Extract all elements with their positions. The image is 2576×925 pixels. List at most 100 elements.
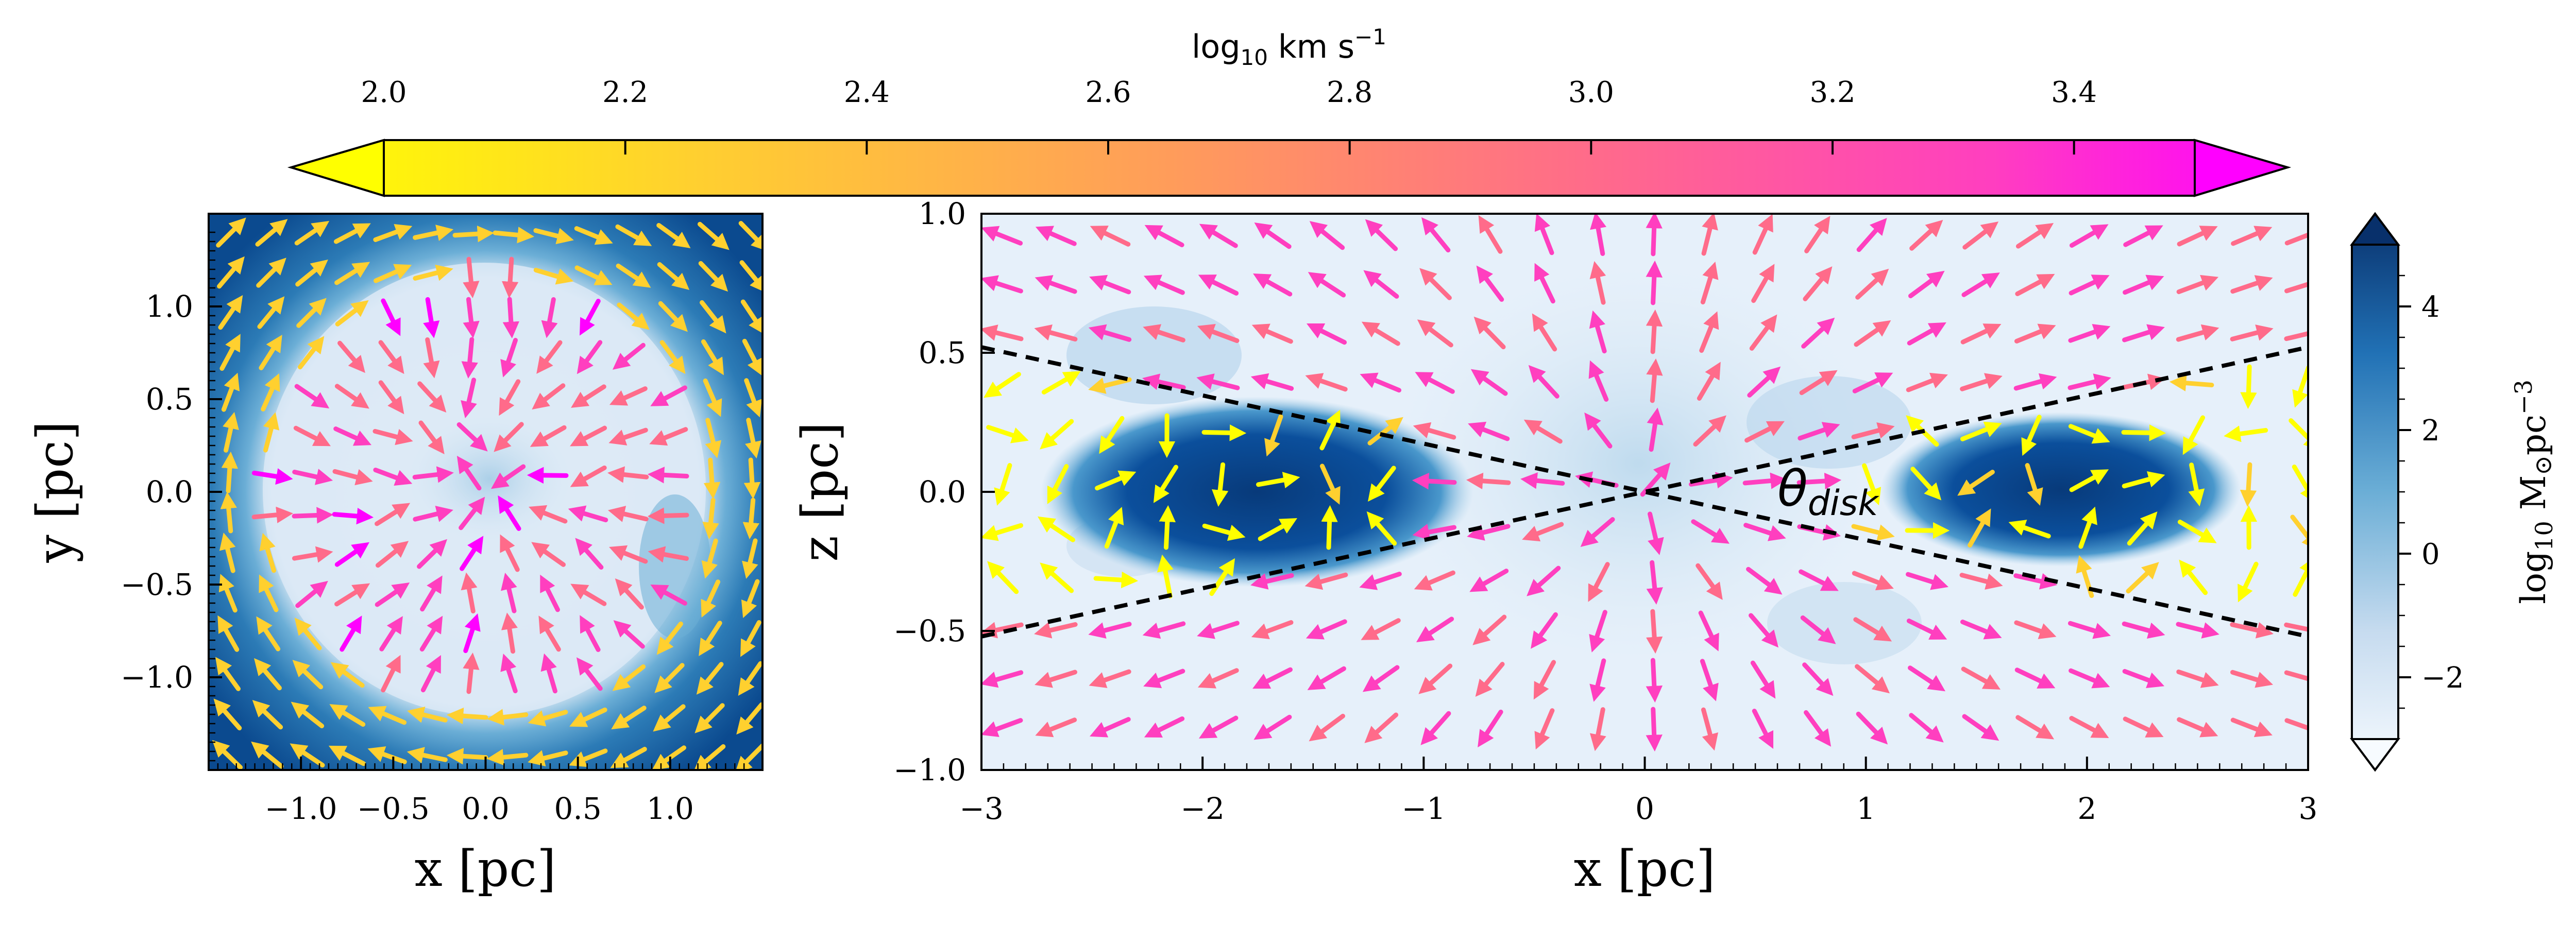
velocity-arrow [654, 663, 685, 693]
velocity-arrow [378, 340, 404, 374]
velocity-arrow [216, 217, 246, 248]
velocity-arrow [2014, 667, 2056, 689]
velocity-arrow [1906, 619, 1947, 640]
velocity-arrow [1534, 708, 1555, 750]
velocity-arrow [295, 259, 328, 287]
edge-on-xtick-label: −3 [959, 791, 1004, 826]
velocity-arrow [290, 743, 325, 768]
velocity-colorbar-tick-label: 2.6 [1085, 76, 1131, 109]
velocity-arrow [1701, 214, 1718, 256]
velocity-arrow [1361, 321, 1400, 346]
velocity-arrow [340, 615, 362, 652]
velocity-arrow [1198, 715, 1239, 739]
velocity-arrow [574, 226, 613, 245]
edge-on-xlabel: x [pc] [1574, 840, 1716, 898]
velocity-arrow [1588, 562, 1610, 602]
velocity-arrow [1153, 465, 1178, 503]
velocity-arrow [337, 340, 365, 373]
velocity-arrow [463, 297, 480, 338]
velocity-arrow [1473, 316, 1506, 350]
velocity-arrow [2230, 670, 2274, 688]
velocity-colorbar: 2.0 2.2 2.4 2.6 2.8 3.0 3.2 3.4 log10 km s−1 [287, 24, 2291, 197]
velocity-arrow [295, 580, 328, 608]
velocity-arrow [1691, 519, 1730, 544]
velocity-arrow [372, 429, 413, 446]
velocity-arrow [1367, 417, 1403, 446]
velocity-arrow [1906, 572, 1948, 590]
velocity-arrow [329, 704, 366, 727]
velocity-arrow [378, 380, 404, 415]
velocity-arrow [461, 378, 477, 419]
velocity-colorbar-extend-low [287, 139, 385, 197]
velocity-arrow [334, 542, 369, 567]
velocity-arrow [501, 573, 517, 613]
velocity-arrow [994, 463, 1012, 506]
velocity-arrow [374, 264, 412, 283]
velocity-arrow [1104, 507, 1124, 549]
velocity-arrow [1589, 261, 1606, 305]
velocity-arrow [656, 222, 691, 249]
velocity-arrow [1646, 560, 1663, 605]
velocity-arrow [251, 506, 294, 523]
velocity-arrow [739, 260, 762, 293]
velocity-arrow [1743, 523, 1786, 541]
velocity-arrow [2284, 670, 2308, 681]
velocity-arrow [252, 699, 283, 730]
velocity-arrow [2122, 669, 2165, 689]
velocity-arrow [1035, 717, 1077, 738]
velocity-arrow [528, 750, 568, 767]
face-on-ytick-label: −1.0 [121, 660, 193, 695]
velocity-arrow [333, 426, 372, 446]
velocity-arrow [1412, 472, 1457, 490]
velocity-arrow [375, 582, 410, 607]
velocity-arrow [613, 620, 645, 649]
velocity-arrow [376, 541, 409, 568]
edge-on-xtick-label: −1 [1402, 791, 1446, 826]
velocity-arrow [2284, 622, 2308, 632]
velocity-arrow [610, 747, 647, 768]
velocity-arrow [1960, 421, 2002, 441]
velocity-arrow [1040, 419, 1074, 450]
velocity-arrow [1467, 524, 1511, 541]
velocity-arrow [2290, 515, 2308, 551]
velocity-arrow [612, 664, 646, 691]
velocity-arrow [568, 505, 608, 523]
velocity-arrow [413, 264, 453, 281]
velocity-arrow [540, 574, 560, 612]
velocity-arrow [2169, 374, 2214, 391]
velocity-arrow [1688, 472, 1733, 489]
edge-on-xtick-label: 2 [2077, 791, 2096, 826]
velocity-arrow [218, 574, 238, 613]
edge-on-ytick-label: −0.5 [893, 613, 966, 648]
velocity-arrow [1799, 569, 1839, 591]
velocity-arrow [328, 745, 366, 766]
velocity-arrow [332, 507, 374, 525]
velocity-colorbar-tick-label: 3.2 [1809, 76, 1855, 109]
velocity-arrow [500, 338, 518, 378]
velocity-arrow [615, 224, 652, 246]
velocity-arrow [1252, 667, 1293, 689]
velocity-arrow [527, 467, 569, 484]
velocity-arrow [501, 612, 518, 654]
velocity-arrow [1531, 612, 1558, 649]
left-disk-knot [1041, 397, 1473, 587]
density-colorbar-extend-low [2350, 738, 2400, 772]
velocity-arrow [569, 707, 607, 727]
velocity-arrow [1478, 215, 1503, 254]
velocity-arrow [1035, 275, 1077, 294]
density-colorbar-tick-label: 4 [2421, 290, 2440, 324]
face-on-xtick-label: −0.5 [357, 791, 430, 826]
velocity-arrow [1908, 665, 1945, 692]
velocity-arrow [1040, 562, 1074, 593]
velocity-arrow [741, 579, 760, 619]
velocity-arrow [648, 546, 689, 563]
velocity-arrow [1306, 323, 1347, 345]
velocity-arrow [419, 615, 443, 652]
velocity-arrow [1962, 714, 1999, 741]
velocity-arrow [740, 299, 762, 335]
velocity-arrow [2176, 324, 2219, 342]
velocity-arrow [254, 658, 282, 691]
velocity-arrow [2122, 471, 2165, 489]
velocity-arrow [1855, 664, 1890, 694]
velocity-arrow [609, 386, 648, 406]
